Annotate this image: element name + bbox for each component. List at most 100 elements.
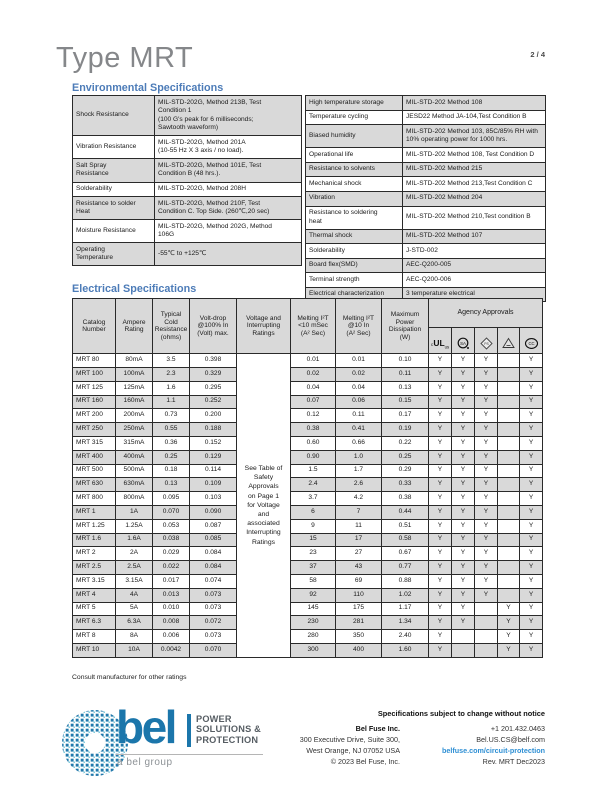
max-power-dissipation-cell: 0.17: [381, 408, 429, 424]
logo-divider: [187, 714, 191, 747]
table-row: MRT 1 1A 0.070 0.090 6 7 0.44 Y Y Y Y: [72, 504, 544, 520]
table-row: MRT 3.15 3.15A 0.017 0.074 58 69 0.88 Y Y Y Y: [72, 573, 544, 589]
cold-resistance-cell: 0.070: [152, 504, 190, 520]
melting-i2t-10in-cell: 69: [335, 573, 382, 589]
volt-drop-cell: 0.188: [189, 422, 237, 437]
melting-i2t-10in-cell: 0.66: [335, 435, 382, 451]
spec-label-cell: Salt Spray Resistance: [72, 158, 155, 183]
table-row: MRT 1.25 1.25A 0.053 0.087 9 11 0.51 Y Y Y Y: [72, 518, 544, 534]
col-header-voltage-interrupting: Voltage and Interrupting Ratings: [236, 297, 291, 355]
spec-label-cell: Vibration: [305, 190, 403, 207]
max-power-dissipation-cell: 0.11: [381, 366, 429, 382]
catalog-number-cell: MRT 80: [72, 353, 116, 368]
ampere-rating-cell: 500mA: [115, 463, 153, 479]
spec-row: Board flex(SMD) AEC-Q200-005: [305, 257, 546, 274]
approval-cell: Y: [428, 587, 452, 603]
approval-cell: Y: [518, 518, 544, 534]
ampere-rating-cell: 80mA: [115, 353, 153, 368]
revision-text: Rev. MRT Dec2023: [482, 757, 545, 766]
max-power-dissipation-cell: 1.02: [381, 587, 429, 603]
ampere-rating-cell: 4A: [115, 587, 153, 603]
spec-label-cell: Operating Temperature: [72, 242, 155, 267]
table-row: MRT 6.3 6.3A 0.008 0.072 230 281 1.34 Y Y Y Y: [72, 615, 544, 631]
spec-value-cell: AEC-Q200-005: [402, 257, 546, 274]
approval-cell: Y: [518, 546, 544, 562]
volt-drop-cell: 0.329: [189, 366, 237, 382]
melting-i2t-10in-cell: 0.11: [335, 408, 382, 424]
spec-value-cell: MIL-STD-202 Method 108, Test Condition D: [402, 147, 546, 163]
max-power-dissipation-cell: 0.67: [381, 546, 429, 562]
max-power-dissipation-cell: 0.29: [381, 463, 429, 479]
approval-cell: Y: [474, 380, 498, 396]
svg-text:CC: CC: [528, 341, 534, 346]
spec-label-cell: Resistance to solder Heat: [72, 196, 155, 221]
spec-row: Operating Temperature -55℃ to +125℃: [72, 242, 302, 267]
ccc-mark-icon: CC: [524, 337, 538, 349]
svg-text:PS: PS: [484, 342, 489, 346]
approval-cell: Y: [428, 629, 452, 644]
melting-i2t-10msec-cell: 280: [290, 629, 336, 644]
logo-underline: [116, 754, 263, 755]
melting-i2t-10in-cell: 0.06: [335, 394, 382, 410]
approval-cell: Y: [428, 366, 452, 382]
spec-label-cell: Solderability: [72, 181, 155, 198]
page-number: 2 / 4: [530, 50, 545, 59]
environmental-specs-right-table: High temperature storage MIL-STD-202 Meth…: [305, 95, 546, 303]
cold-resistance-cell: 0.0042: [152, 642, 190, 658]
catalog-number-cell: MRT 5: [72, 601, 116, 617]
cold-resistance-cell: 0.25: [152, 449, 190, 465]
approval-cell: Y: [451, 518, 475, 534]
approval-cell: Y: [474, 504, 498, 520]
approval-cell: Y: [518, 353, 544, 368]
approval-cell: [497, 518, 520, 534]
approval-cell: Y: [451, 601, 475, 617]
spec-value-cell: J-STD-002: [402, 243, 546, 259]
approval-cell: Y: [474, 573, 498, 589]
approval-cell: Y: [497, 601, 520, 617]
volt-drop-cell: 0.085: [189, 532, 237, 548]
spec-value-cell: MIL-STD-202G, Method 101E, Test Conditio…: [154, 158, 302, 183]
max-power-dissipation-cell: 0.44: [381, 504, 429, 520]
approval-cell: Y: [428, 615, 452, 631]
environmental-specs-left-table: Shock Resistance MIL-STD-202G, Method 213…: [72, 94, 302, 267]
website-link[interactable]: belfuse.com/circuit-protection: [441, 746, 545, 756]
table-row: MRT 250 250mA 0.55 0.188 0.38 0.41 0.19 Y Y Y Y: [72, 422, 544, 437]
spec-label-cell: Thermal shock: [305, 228, 403, 245]
melting-i2t-10in-cell: 27: [335, 546, 382, 562]
approval-cell: [497, 587, 520, 603]
culus-mark-icon: cULus: [430, 337, 450, 350]
approval-cell: [497, 560, 520, 575]
approval-cell: Y: [518, 573, 544, 589]
spec-label-cell: Resistance to solvents: [305, 161, 403, 178]
ampere-rating-cell: 250mA: [115, 422, 153, 437]
cold-resistance-cell: 0.55: [152, 422, 190, 437]
approval-cell: Y: [451, 380, 475, 396]
approval-cell: Y: [428, 435, 452, 451]
volt-drop-cell: 0.072: [189, 615, 237, 631]
specs-change-notice: Specifications subject to change without…: [377, 709, 545, 718]
catalog-number-cell: MRT 3.15: [72, 573, 116, 589]
approval-cell: Y: [474, 477, 498, 493]
approval-cell: [474, 629, 498, 644]
volt-drop-cell: 0.152: [189, 435, 237, 451]
ampere-rating-cell: 315mA: [115, 435, 153, 451]
ampere-rating-cell: 10A: [115, 642, 153, 658]
spec-label-cell: Shock Resistance: [72, 94, 155, 137]
melting-i2t-10in-cell: 0.41: [335, 422, 382, 437]
agency-approvals-header: Agency Approvals: [427, 298, 544, 328]
catalog-number-cell: MRT 250: [72, 422, 116, 437]
approval-cell: Y: [518, 587, 544, 603]
col-header-cold-resistance: Typical Cold Resistance (ohms): [152, 297, 190, 355]
spec-label-cell: Board flex(SMD): [305, 257, 403, 274]
volt-drop-cell: 0.074: [189, 573, 237, 589]
cold-resistance-cell: 0.053: [152, 518, 190, 534]
max-power-dissipation-cell: 0.19: [381, 422, 429, 437]
catalog-number-cell: MRT 200: [72, 408, 116, 424]
table-row: MRT 2.5 2.5A 0.022 0.084 37 43 0.77 Y Y Y Y: [72, 560, 544, 575]
max-power-dissipation-cell: 0.13: [381, 380, 429, 396]
agency-col-pse: PS: [474, 326, 498, 355]
pse-diamond-mark-icon: PS: [479, 336, 493, 350]
spec-value-cell: -55℃ to +125℃: [154, 242, 302, 267]
cold-resistance-cell: 0.73: [152, 408, 190, 424]
email-link[interactable]: Bel.US.CS@belf.com: [476, 735, 545, 745]
